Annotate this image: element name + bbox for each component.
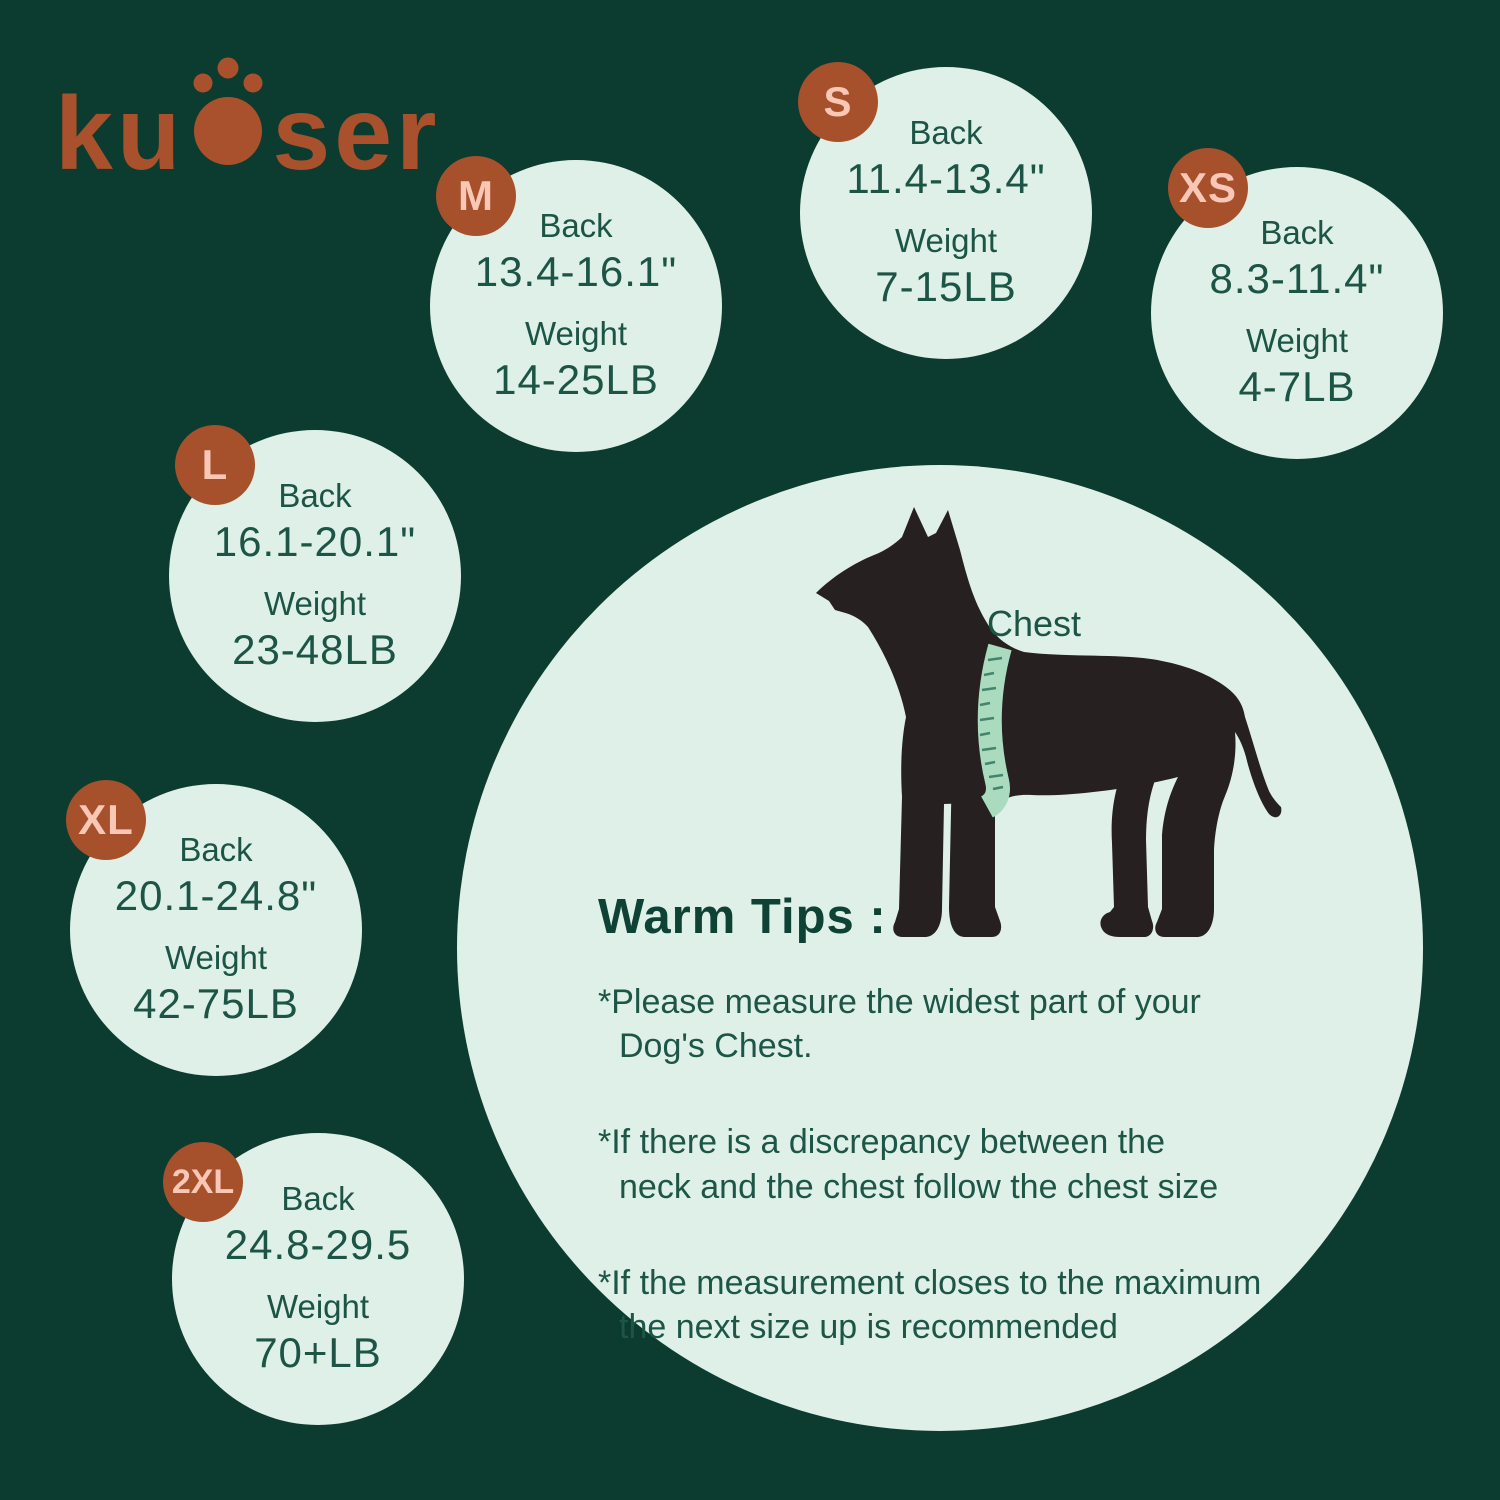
warm-tip-line2: neck and the chest follow the chest size <box>619 1167 1219 1206</box>
back-value: 8.3-11.4" <box>1209 254 1385 302</box>
back-label: Back <box>1260 213 1334 251</box>
back-label: Back <box>281 1179 355 1217</box>
brand-logo: ku ser <box>55 56 441 186</box>
size-circle-s: S Back 11.4-13.4" Weight 7-15LB <box>798 62 1092 359</box>
size-badge-l: L <box>175 425 255 505</box>
dog-side-silhouette-icon <box>816 507 1282 937</box>
warm-tip-line1: *If the measurement closes to the maximu… <box>598 1263 1262 1302</box>
warm-tip-line2: the next size up is recommended <box>619 1307 1118 1346</box>
chest-label: Chest <box>987 603 1082 644</box>
back-label: Back <box>278 476 352 514</box>
weight-label: Weight <box>1245 322 1349 359</box>
back-value: 11.4-13.4" <box>846 154 1046 202</box>
size-circle-xl: XL Back 20.1-24.8" Weight 42-75LB <box>66 780 362 1076</box>
weight-value: 14-25LB <box>493 355 659 403</box>
dog-measure-figure <box>810 505 1285 945</box>
weight-value: 7-15LB <box>875 262 1017 310</box>
weight-value: 70+LB <box>254 1328 382 1376</box>
back-value: 20.1-24.8" <box>114 871 318 919</box>
size-badge-s: S <box>798 62 878 142</box>
warm-tip-item: *If the measurement closes to the maximu… <box>598 1261 1378 1349</box>
back-label: Back <box>539 206 613 244</box>
size-circle-m: M Back 13.4-16.1" Weight 14-25LB <box>430 156 722 452</box>
weight-label: Weight <box>164 939 268 976</box>
weight-label: Weight <box>894 222 998 259</box>
back-label: Back <box>909 113 983 151</box>
back-label: Back <box>179 830 253 868</box>
weight-label: Weight <box>263 585 367 622</box>
measuring-tape-icon <box>977 643 1012 818</box>
warm-tips-heading: Warm Tips : <box>598 890 887 944</box>
back-value: 13.4-16.1" <box>474 247 678 295</box>
weight-value: 23-48LB <box>232 625 398 673</box>
paw-icon <box>193 57 263 165</box>
weight-label: Weight <box>524 315 628 352</box>
warm-tip-item: *Please measure the widest part of your … <box>598 980 1378 1068</box>
size-circle-2xl: 2XL Back 24.8-29.5 Weight 70+LB <box>163 1133 464 1425</box>
warm-tip-line2: Dog's Chest. <box>619 1027 813 1066</box>
size-circle-xs: XS Back 8.3-11.4" Weight 4-7LB <box>1151 148 1443 459</box>
warm-tip-line1: *Please measure the widest part of your <box>598 983 1201 1021</box>
back-value: 16.1-20.1" <box>213 517 417 565</box>
brand-logo-text-left: ku <box>55 76 185 192</box>
weight-label: Weight <box>266 1288 370 1325</box>
warm-tips-list: *Please measure the widest part of your … <box>598 980 1378 1349</box>
size-badge-m: M <box>436 156 516 236</box>
size-badge-2xl: 2XL <box>163 1142 243 1222</box>
size-circle-l: L Back 16.1-20.1" Weight 23-48LB <box>169 425 461 722</box>
warm-tip-item: *If there is a discrepancy between the n… <box>598 1120 1378 1208</box>
size-badge-xl: XL <box>66 780 146 860</box>
warm-tip-line1: *If there is a discrepancy between the <box>598 1123 1165 1162</box>
weight-value: 42-75LB <box>133 979 299 1027</box>
brand-logo-text-right: ser <box>272 76 441 192</box>
back-value: 24.8-29.5 <box>224 1220 412 1268</box>
size-badge-xs: XS <box>1168 148 1248 228</box>
weight-value: 4-7LB <box>1238 362 1356 410</box>
measure-guide-circle: Chest Warm Tips : *Please measure the wi… <box>457 465 1423 1431</box>
